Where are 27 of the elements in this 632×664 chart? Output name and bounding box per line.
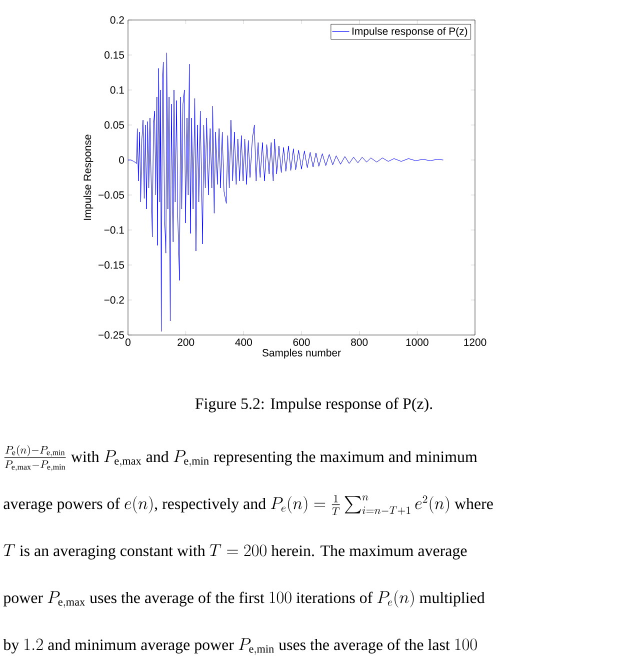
y-tick-label: −0.25 xyxy=(98,331,124,339)
line-series xyxy=(128,52,444,332)
y-tick-label: 0.15 xyxy=(104,51,124,59)
y-tick-label: −0.1 xyxy=(104,226,124,234)
y-axis-title: Impulse Response xyxy=(83,134,94,220)
y-tick-label: 0 xyxy=(119,156,124,164)
y-tick-label: −0.2 xyxy=(104,296,124,304)
y-tick-label: 0.2 xyxy=(110,16,124,24)
x-tick-label: 400 xyxy=(235,338,252,346)
y-tick-label: −0.05 xyxy=(98,191,124,199)
x-tick-label: 600 xyxy=(293,338,310,346)
x-tick-label: 0 xyxy=(126,338,130,346)
caption: Figure 5.2: Impulse response of P(z). xyxy=(195,398,432,412)
y-tick-label: 0.1 xyxy=(110,86,124,94)
text: $\text{power }P_{\mathrm{e,max}}\text{ uses the average of the first }100\text{ iterations of }P_{e}(n)\text{ multiplied}$ xyxy=(3,590,485,608)
text: $\frac{P_{\mathrm{e}}(n)-P_{\mathrm{e,min}}}{P_{\mathrm{e,max}}-P_{\mathrm{e,min}}}\text{ with }P_{\mathrm{e,max}}\text{ and }P_{\mathrm{e,min}}\text{ representing the maximum and minimum}$ xyxy=(4,445,478,472)
x-tick-label: 800 xyxy=(351,338,368,346)
text: $\text{average powers of }e(n)\text{, respectively and }P_{e}(n)=\frac{1}{T}\sum_{i=n-T+1}^{n}e^{2}(n)\text{ where}$ xyxy=(4,494,493,515)
y-tick-label: −0.15 xyxy=(98,261,124,269)
x-tick-label: 1200 xyxy=(464,338,486,346)
y-tick-label: 0.05 xyxy=(104,121,124,129)
text: $\text{by }1.2\text{ and minimum average power }P_{\mathrm{e,min}}\text{ uses the average of the last }100$ xyxy=(3,638,477,655)
text: $T\text{ is an averaging constant with }T=200\text{ herein. The maximum average}$ xyxy=(4,544,467,560)
x-axis-title: Samples number xyxy=(262,348,341,359)
x-tick-label: 200 xyxy=(178,338,194,346)
legend-label: Impulse response of P(z) xyxy=(352,27,468,37)
x-tick-label: 1000 xyxy=(406,338,428,346)
